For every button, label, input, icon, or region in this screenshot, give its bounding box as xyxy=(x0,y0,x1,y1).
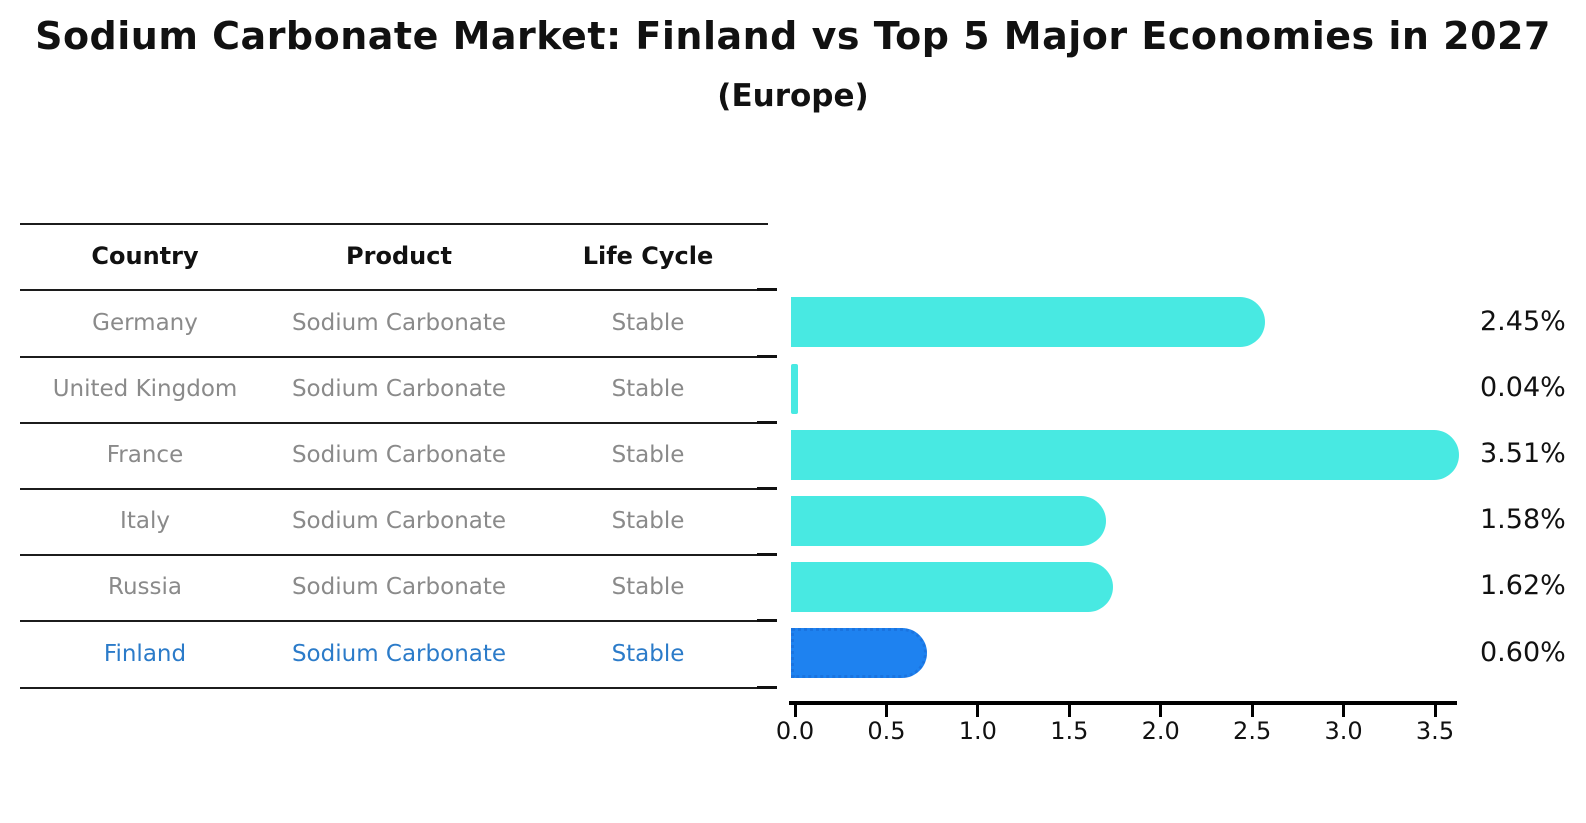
table-rule xyxy=(20,223,768,225)
table-cell-life_cycle: Stable xyxy=(611,640,685,667)
y-axis-tick xyxy=(757,421,777,424)
table-rule xyxy=(20,687,768,689)
chart-subtitle: (Europe) xyxy=(717,78,869,114)
x-axis-tick-label: 2.5 xyxy=(1233,717,1272,745)
bar-russia xyxy=(791,562,1113,612)
y-axis-tick xyxy=(757,355,777,358)
x-axis-tick-label: 1.0 xyxy=(958,717,997,745)
x-axis-tick-label: 3.5 xyxy=(1415,717,1455,745)
table-row: Finland Sodium Carbonate Stable xyxy=(20,620,768,687)
x-axis-tick-label: 2.0 xyxy=(1141,717,1180,745)
table-cell-life_cycle: Stable xyxy=(611,508,685,534)
table-cell-country: France xyxy=(106,442,184,468)
y-axis-tick xyxy=(757,553,777,556)
column-header-product: Product xyxy=(346,242,452,270)
table-cell-life_cycle: Stable xyxy=(611,442,685,468)
table-rule xyxy=(20,289,768,291)
table-row: United Kingdom Sodium Carbonate Stable xyxy=(20,356,768,422)
table-rule xyxy=(20,488,768,490)
table-cell-product: Sodium Carbonate xyxy=(291,376,507,402)
x-axis-tick xyxy=(1433,705,1437,717)
bar-value-label: 0.60% xyxy=(1480,636,1566,668)
table-cell-country: United Kingdom xyxy=(52,376,238,402)
table-rule xyxy=(20,356,768,358)
y-axis-tick xyxy=(757,686,777,689)
bar-value-label: 1.58% xyxy=(1480,504,1566,535)
bar-value-label: 0.04% xyxy=(1480,372,1566,403)
bar-value-label: 3.51% xyxy=(1480,438,1566,469)
x-axis-tick-label: 0.0 xyxy=(775,717,815,745)
table-cell-country: Germany xyxy=(92,309,198,336)
chart-title: Sodium Carbonate Market: Finland vs Top … xyxy=(35,14,1551,58)
y-axis-tick xyxy=(757,619,777,622)
bar-united-kingdom xyxy=(791,364,798,414)
bar-germany xyxy=(791,297,1265,347)
x-axis-tick-label: 0.5 xyxy=(867,717,906,745)
table-cell-product: Sodium Carbonate xyxy=(291,309,507,336)
bar-france xyxy=(791,430,1459,480)
table-cell-product: Sodium Carbonate xyxy=(291,442,507,468)
y-axis-tick xyxy=(757,487,777,490)
table-cell-country: Italy xyxy=(120,508,170,534)
table-cell-life_cycle: Stable xyxy=(611,309,685,336)
x-axis-tick xyxy=(1342,705,1346,717)
column-header-country: Country xyxy=(91,242,199,270)
table-cell-country: Russia xyxy=(108,574,182,600)
x-axis-tick xyxy=(793,705,797,717)
x-axis-tick xyxy=(1067,705,1071,717)
table-cell-product: Sodium Carbonate xyxy=(291,574,507,600)
table-header-row: Country Product Life Cycle xyxy=(20,223,768,289)
x-axis-tick-label: 1.5 xyxy=(1050,717,1089,745)
table-rule xyxy=(20,620,768,622)
x-axis-tick xyxy=(1159,705,1163,717)
y-axis-tick xyxy=(757,288,777,291)
table-cell-life_cycle: Stable xyxy=(611,376,685,402)
table-cell-life_cycle: Stable xyxy=(611,574,685,600)
table-rule xyxy=(20,554,768,556)
table-rule xyxy=(20,422,768,424)
column-header-life_cycle: Life Cycle xyxy=(582,242,714,270)
x-axis-tick xyxy=(1250,705,1254,717)
table-cell-product: Sodium Carbonate xyxy=(291,640,507,667)
table-cell-country: Finland xyxy=(103,640,187,667)
x-axis-tick xyxy=(884,705,888,717)
x-axis-tick xyxy=(976,705,980,717)
table-row: Italy Sodium Carbonate Stable xyxy=(20,488,768,554)
table-cell-product: Sodium Carbonate xyxy=(291,508,507,534)
table-row: France Sodium Carbonate Stable xyxy=(20,422,768,488)
x-axis-tick-label: 3.0 xyxy=(1324,717,1363,745)
bar-finland xyxy=(791,628,927,678)
x-axis-line xyxy=(789,701,1457,705)
bar-italy xyxy=(791,496,1106,546)
table-row: Germany Sodium Carbonate Stable xyxy=(20,289,768,356)
table-row: Russia Sodium Carbonate Stable xyxy=(20,554,768,620)
bar-value-label: 2.45% xyxy=(1480,305,1566,337)
bar-value-label: 1.62% xyxy=(1480,570,1566,601)
